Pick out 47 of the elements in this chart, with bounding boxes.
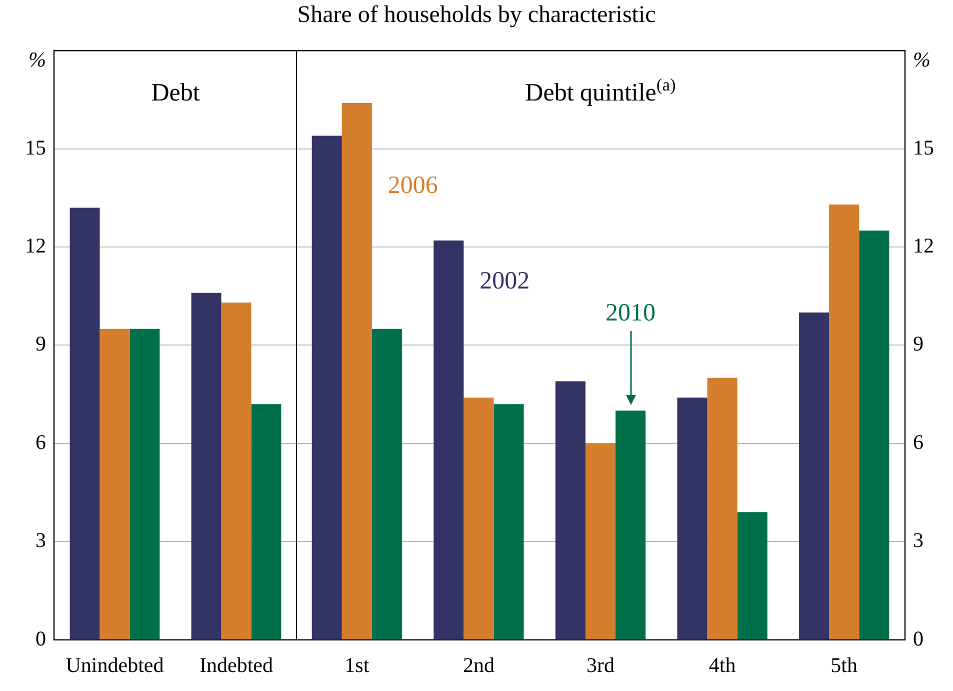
bar <box>191 292 222 640</box>
bar <box>342 102 372 640</box>
bar <box>130 328 160 640</box>
bar <box>464 398 494 640</box>
y-tick-label: 12 <box>25 234 46 258</box>
series-label: 2002 <box>480 267 530 294</box>
x-tick-label: 3rd <box>586 652 615 677</box>
x-tick-label: 2nd <box>462 652 495 677</box>
bar <box>616 410 646 640</box>
bar <box>100 328 130 640</box>
y-tick-label: 6 <box>36 430 46 454</box>
bar <box>70 208 100 640</box>
series-label: 2006 <box>388 172 438 199</box>
y2-tick-label: 9 <box>913 332 924 356</box>
y2-tick-label: 3 <box>913 528 924 552</box>
y-tick-label: 15 <box>25 135 46 160</box>
bar <box>555 381 586 640</box>
bar <box>677 398 708 640</box>
y2-tick-label: 12 <box>913 234 934 258</box>
bar <box>251 404 282 640</box>
chart-title: Share of households by characteristic <box>296 1 657 30</box>
bar <box>494 404 524 640</box>
y-axis-title: % <box>28 48 46 72</box>
bar <box>799 312 830 640</box>
x-tick-label: 5th <box>830 652 858 677</box>
bar <box>829 204 860 640</box>
bar <box>221 302 252 640</box>
y2-tick-label: 6 <box>913 430 924 454</box>
x-tick-label: 1st <box>344 652 370 677</box>
bar <box>707 378 738 640</box>
x-tick-label: Indebted <box>200 652 274 677</box>
y2-axis-title: % <box>913 48 930 72</box>
y-tick-label: 0 <box>36 626 46 650</box>
y2-tick-label: 15 <box>913 135 934 160</box>
bar <box>372 328 402 640</box>
annotation: Debt <box>151 80 200 107</box>
y-tick-label: 3 <box>36 528 46 552</box>
bar <box>312 136 342 640</box>
text: 2010 <box>606 300 656 327</box>
y-tick-label: 9 <box>36 332 46 356</box>
bar <box>585 443 616 640</box>
x-tick-label: Unindebted <box>66 652 164 677</box>
bar <box>859 230 890 640</box>
x-tick-label: 4th <box>708 652 736 677</box>
bar <box>737 512 768 640</box>
bar <box>434 240 464 640</box>
y2-tick-label: 0 <box>913 626 924 650</box>
